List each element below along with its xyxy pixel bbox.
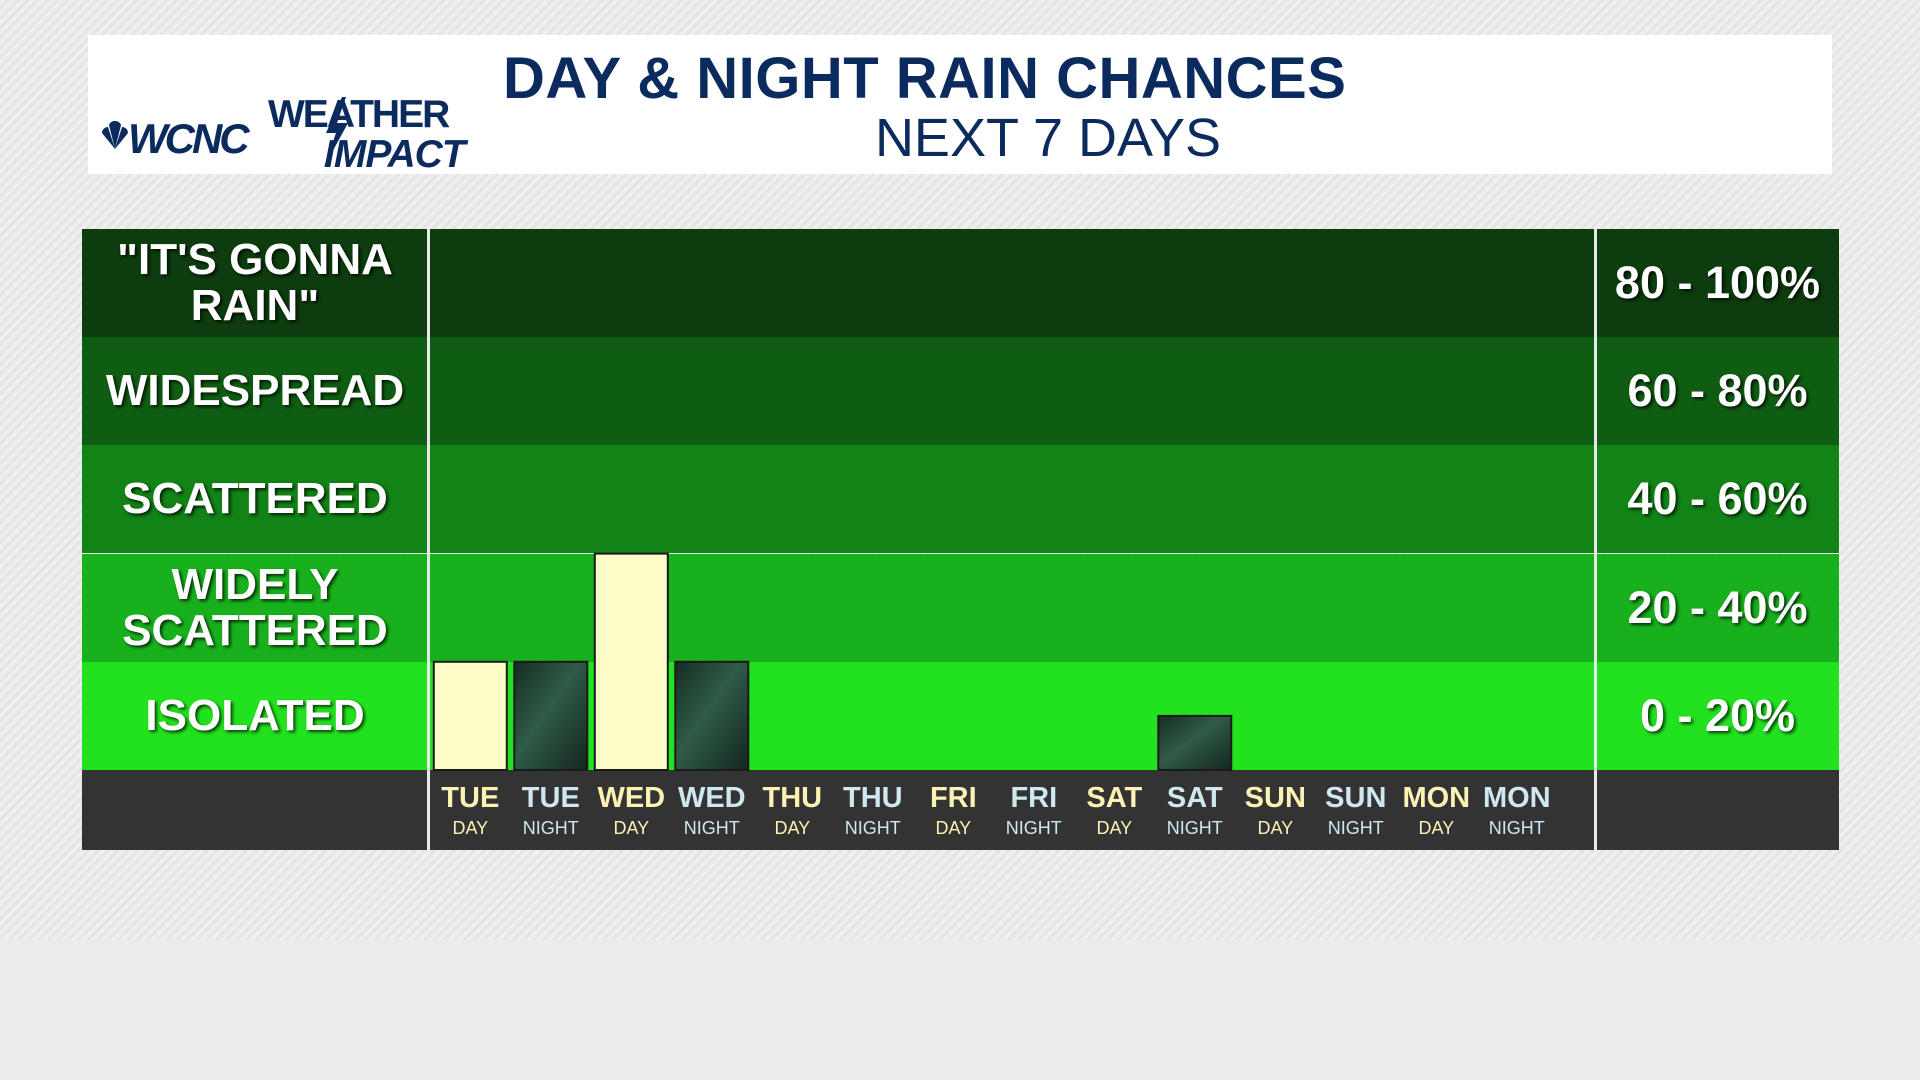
tick-label-day: MON: [1402, 782, 1470, 814]
header-panel: WCNC WEATHER IMPACT DAY & NIGHT RAIN CHA…: [88, 35, 1832, 176]
tick-label-day: FRI: [930, 782, 977, 814]
tick-label-day: FRI: [1010, 782, 1057, 814]
tick-label-period: DAY: [1418, 818, 1454, 838]
tick-label-period: NIGHT: [523, 818, 579, 838]
band-gonna-rain: "IT'S GONNA RAIN" 80 - 100%: [82, 229, 1839, 337]
band-widely-scattered: WIDELY SCATTERED 20 - 40%: [82, 554, 1839, 662]
band-label: WIDELY SCATTERED: [122, 560, 388, 655]
tick-label-period: NIGHT: [1489, 818, 1545, 838]
logo-impact-text: IMPACT: [324, 133, 466, 176]
tick-label-period: NIGHT: [845, 818, 901, 838]
tick-label-period: NIGHT: [1167, 818, 1223, 838]
tick-label-period: DAY: [613, 818, 649, 838]
tick-label-day: MON: [1483, 782, 1551, 814]
band-label: SCATTERED: [122, 474, 388, 523]
bar-wed-night: [674, 660, 750, 771]
band-range: 20 - 40%: [1627, 582, 1808, 633]
tick-label-day: TUE: [522, 782, 580, 814]
bar-wed-day: [593, 552, 669, 771]
tick-label-period: DAY: [1096, 818, 1132, 838]
rain-chance-chart: "IT'S GONNA RAIN" 80 - 100% WIDESPREAD 6…: [82, 229, 1839, 850]
tick-label-day: THU: [762, 782, 822, 814]
right-divider: [1594, 229, 1597, 850]
band-range: 60 - 80%: [1627, 365, 1808, 416]
tick-label-period: NIGHT: [1006, 818, 1062, 838]
bar-sat-night: [1157, 714, 1233, 771]
left-divider: [427, 229, 430, 850]
station-logo: WCNC WEATHER IMPACT: [98, 63, 498, 176]
band-scattered: SCATTERED 40 - 60%: [82, 445, 1839, 553]
tick-label-day: WED: [597, 782, 665, 814]
tick-label-period: NIGHT: [1328, 818, 1384, 838]
lightning-bolt-icon: [324, 97, 348, 167]
peacock-icon: [102, 121, 128, 149]
band-label: ISOLATED: [145, 691, 365, 740]
chart-subtitle: NEXT 7 DAYS: [874, 108, 1222, 168]
tick-label-day: SUN: [1245, 782, 1306, 814]
tick-label-period: DAY: [1257, 818, 1293, 838]
tick-label-period: NIGHT: [684, 818, 740, 838]
tick-label-day: THU: [843, 782, 903, 814]
bar-tue-night: [513, 660, 589, 771]
bar-plot: TUE DAY TUE NIGHT WED DAY WED NIGHT THU DAY THU NIG…: [432, 552, 1551, 838]
band-range: 0 - 20%: [1639, 690, 1796, 741]
tick-label-period: DAY: [452, 818, 488, 838]
tick-label-day: WED: [678, 782, 746, 814]
logo-weather-text: WEATHER: [268, 93, 450, 136]
band-label: WIDESPREAD: [105, 366, 405, 415]
background-band: [0, 940, 1920, 1080]
band-range: 80 - 100%: [1614, 257, 1821, 308]
tick-label-day: SUN: [1325, 782, 1386, 814]
band-range: 40 - 60%: [1627, 473, 1808, 524]
tick-label-day: TUE: [441, 782, 499, 814]
tick-label-day: SAT: [1167, 782, 1223, 814]
x-axis-row: [82, 770, 1839, 850]
band-isolated: ISOLATED 0 - 20%: [82, 662, 1839, 770]
band-widespread: WIDESPREAD 60 - 80%: [82, 337, 1839, 445]
tick-label-period: DAY: [935, 818, 971, 838]
bar-tue-day: [432, 660, 508, 771]
tick-label-day: SAT: [1086, 782, 1142, 814]
chart-title: DAY & NIGHT RAIN CHANCES: [503, 46, 1347, 111]
band-label: "IT'S GONNA RAIN": [117, 235, 393, 330]
tick-label-period: DAY: [774, 818, 810, 838]
logo-station-text: WCNC: [128, 115, 250, 162]
